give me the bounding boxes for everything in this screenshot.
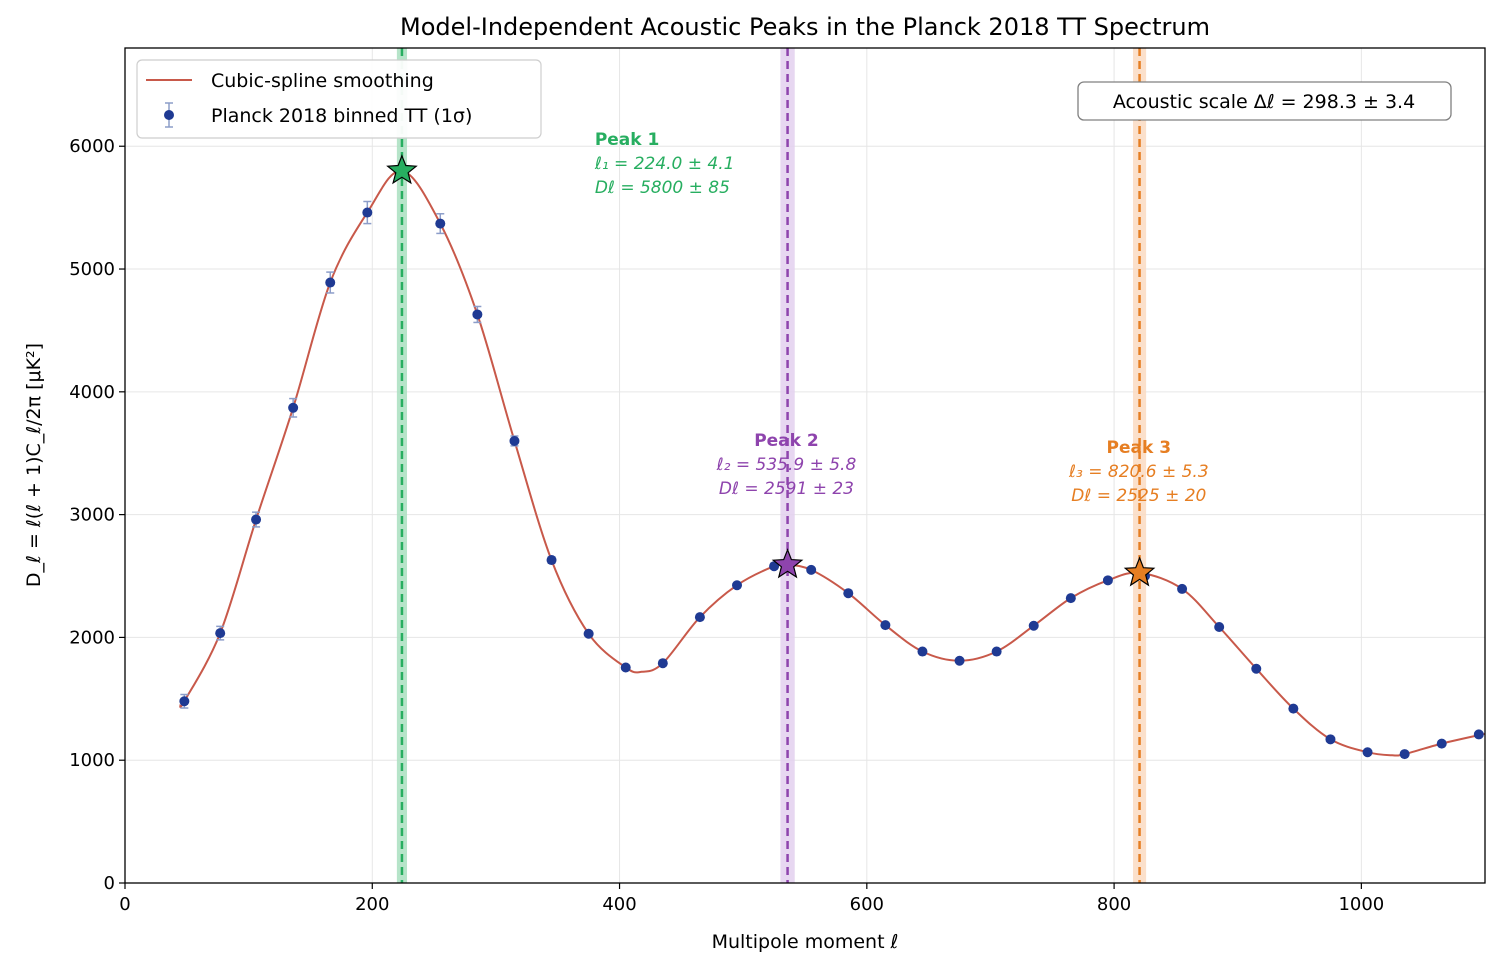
data-point-15 xyxy=(769,561,780,572)
peak-star-2 xyxy=(771,548,804,579)
y-tick-label-1: 1000 xyxy=(69,750,115,771)
data-point-23 xyxy=(1065,593,1076,604)
peak-3-position: ℓ₃ = 820.6 ± 5.3 xyxy=(1068,462,1209,482)
data-point-7 xyxy=(472,309,483,320)
data-point-4 xyxy=(325,277,336,288)
data-point-18 xyxy=(880,620,891,631)
acoustic-scale-box: Acoustic scale Δℓ = 298.3 ± 3.4 xyxy=(1077,81,1452,121)
y-tick-label-0: 0 xyxy=(104,873,115,894)
data-point-20 xyxy=(954,655,965,666)
peak-star-3 xyxy=(1123,556,1156,587)
data-point-32 xyxy=(1399,749,1410,760)
data-point-6 xyxy=(435,218,446,229)
acoustic-scale-text: Acoustic scale Δℓ = 298.3 ± 3.4 xyxy=(1113,91,1415,113)
data-point-1 xyxy=(215,628,226,639)
plot-frame xyxy=(124,47,1486,884)
data-point-26 xyxy=(1177,583,1188,594)
data-point-28 xyxy=(1251,663,1262,674)
data-point-33 xyxy=(1436,738,1447,749)
x-tick-label-4: 800 xyxy=(1097,894,1131,915)
legend-label-spline: Cubic-spline smoothing xyxy=(211,70,434,92)
x-tick-label-0: 0 xyxy=(119,894,130,915)
axis-ticks: 0 200 400 600 800 1000 0 1000 2000 3000 4000 5000 60… xyxy=(69,136,1384,915)
data-point-16 xyxy=(806,564,817,575)
peak-1-position: ℓ₁ = 224.0 ± 4.1 xyxy=(594,154,735,174)
peak-bands xyxy=(396,48,1147,883)
data-point-19 xyxy=(917,646,928,657)
data-point-14 xyxy=(732,580,742,591)
data-point-8 xyxy=(509,435,520,446)
data-point-10 xyxy=(583,628,594,639)
y-tick-label-3: 3000 xyxy=(69,505,115,526)
y-tick-label-4: 4000 xyxy=(69,382,115,403)
peak-1-amplitude: Dℓ = 5800 ± 85 xyxy=(595,178,730,198)
peak-star-1 xyxy=(386,154,418,185)
y-axis-label: D_ℓ = ℓ(ℓ + 1)C_ℓ/2π [μK²] xyxy=(23,343,45,587)
peak-1-title: Peak 1 xyxy=(595,130,660,150)
data-point-2 xyxy=(251,514,262,525)
data-point-24 xyxy=(1102,575,1113,586)
peak-2-title: Peak 2 xyxy=(754,431,819,451)
data-point-9 xyxy=(546,555,557,566)
data-point-29 xyxy=(1288,703,1299,714)
legend-marker-swatch xyxy=(164,110,174,120)
data-point-11 xyxy=(620,662,631,673)
data-point-21 xyxy=(991,646,1002,657)
data-point-30 xyxy=(1325,734,1336,745)
x-tick-label-2: 400 xyxy=(602,894,636,915)
legend-box xyxy=(136,59,542,139)
data-point-5 xyxy=(362,207,373,218)
legend-label-data: Planck 2018 binned TT (1σ) xyxy=(211,105,472,127)
x-tick-label-1: 200 xyxy=(355,894,389,915)
data-point-13 xyxy=(694,612,705,623)
data-point-0 xyxy=(179,696,190,707)
data-point-27 xyxy=(1214,621,1225,632)
peak-3-title: Peak 3 xyxy=(1107,438,1172,458)
peak-markers xyxy=(386,154,1156,587)
y-tick-label-6: 6000 xyxy=(69,136,115,157)
data-point-12 xyxy=(657,658,668,669)
x-tick-label-3: 600 xyxy=(850,894,884,915)
data-point-31 xyxy=(1362,747,1373,758)
acoustic-scale-box-frame xyxy=(1077,81,1452,121)
chart-title: Model-Independent Acoustic Peaks in the … xyxy=(400,13,1210,41)
peak-2-position: ℓ₂ = 535.9 ± 5.8 xyxy=(716,455,857,475)
data-point-17 xyxy=(843,588,854,599)
data-point-22 xyxy=(1028,620,1039,631)
peak-3-amplitude: Dℓ = 2525 ± 20 xyxy=(1071,486,1206,506)
data-point-3 xyxy=(288,402,299,413)
x-tick-label-5: 1000 xyxy=(1338,894,1384,915)
x-axis-label: Multipole moment ℓ xyxy=(712,931,899,953)
legend: Cubic-spline smoothing Planck 2018 binned… xyxy=(136,59,542,139)
y-tick-label-2: 2000 xyxy=(69,627,115,648)
peak-2-amplitude: Dℓ = 2591 ± 23 xyxy=(719,479,854,499)
y-tick-label-5: 5000 xyxy=(69,259,115,280)
data-point-34 xyxy=(1473,729,1484,740)
peak-labels: Peak 1 ℓ₁ = 224.0 ± 4.1 Dℓ = 5800 ± 85 Peak… xyxy=(594,130,1209,506)
